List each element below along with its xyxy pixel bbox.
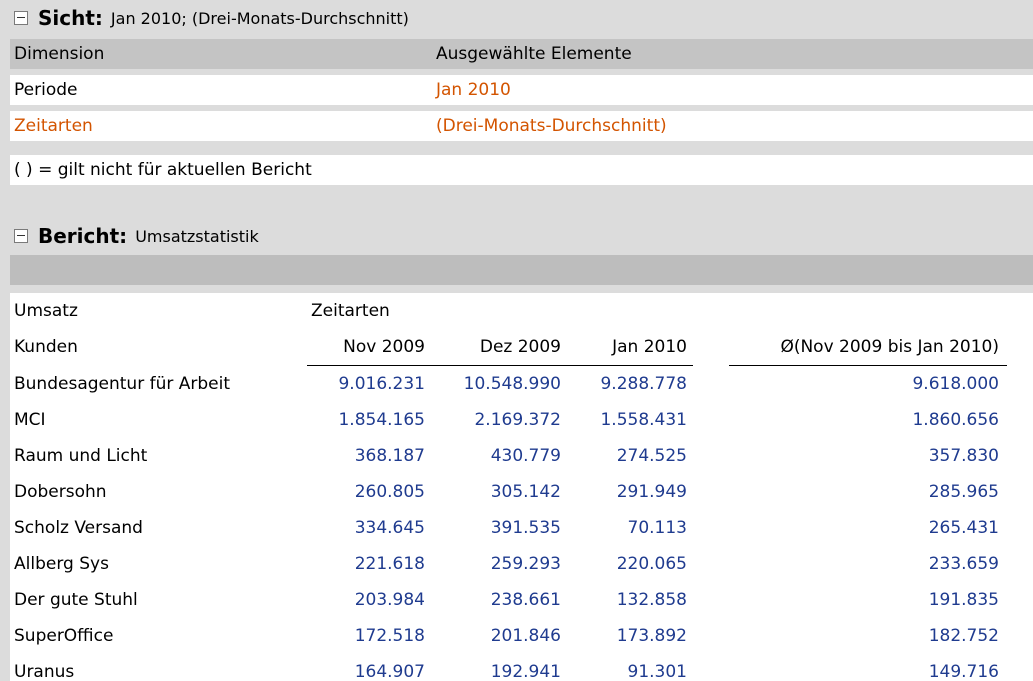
value-cell[interactable]: 259.293 bbox=[490, 554, 561, 574]
value-cell[interactable]: 70.113 bbox=[627, 518, 687, 538]
value-cell[interactable]: 91.301 bbox=[627, 662, 687, 681]
value-cell[interactable]: 164.907 bbox=[354, 662, 425, 681]
column-dimension-label: Zeitarten bbox=[311, 301, 390, 321]
header-row-2: Kunden Nov 2009 Dez 2009 Jan 2010 Ø(Nov … bbox=[10, 329, 1007, 366]
column-header[interactable]: Dez 2009 bbox=[431, 329, 567, 366]
view-section-title: Sicht: bbox=[38, 6, 103, 30]
column-header[interactable]: Nov 2009 bbox=[307, 329, 431, 366]
customer-name[interactable]: Scholz Versand bbox=[14, 518, 143, 538]
value-cell[interactable]: 260.805 bbox=[354, 482, 425, 502]
value-cell[interactable]: 285.965 bbox=[928, 482, 999, 502]
value-cell[interactable]: 9.618.000 bbox=[912, 374, 999, 394]
table-row: Uranus 164.907 192.941 91.301 149.716 bbox=[10, 654, 1007, 681]
header-row-1: Umsatz Zeitarten bbox=[10, 293, 1007, 329]
dimension-label-link[interactable]: Zeitarten bbox=[14, 116, 93, 136]
value-cell[interactable]: 391.535 bbox=[490, 518, 561, 538]
collapse-report-icon[interactable] bbox=[14, 229, 28, 243]
dimension-label: Periode bbox=[14, 80, 78, 100]
report-toolbar-bar bbox=[10, 255, 1033, 285]
value-cell[interactable]: 274.525 bbox=[616, 446, 687, 466]
value-cell[interactable]: 233.659 bbox=[928, 554, 999, 574]
legend-note: ( ) = gilt nicht für aktuellen Bericht bbox=[10, 155, 1033, 185]
value-cell[interactable]: 191.835 bbox=[928, 590, 999, 610]
value-cell[interactable]: 182.752 bbox=[928, 626, 999, 646]
customer-name[interactable]: SuperOffice bbox=[14, 626, 114, 646]
table-row: SuperOffice 172.518 201.846 173.892 182.752 bbox=[10, 618, 1007, 654]
value-cell[interactable]: 172.518 bbox=[354, 626, 425, 646]
dimension-row-periode: Periode Jan 2010 bbox=[10, 75, 1033, 105]
table-row: Allberg Sys 221.618 259.293 220.065 233.659 bbox=[10, 546, 1007, 582]
value-cell[interactable]: 265.431 bbox=[928, 518, 999, 538]
report-section-header: Bericht: Umsatzstatistik bbox=[0, 218, 1033, 254]
selected-element-link[interactable]: (Drei-Monats-Durchschnitt) bbox=[436, 116, 667, 136]
collapse-view-icon[interactable] bbox=[14, 11, 28, 25]
customer-name[interactable]: Der gute Stuhl bbox=[14, 590, 138, 610]
value-cell[interactable]: 149.716 bbox=[928, 662, 999, 681]
report-section-title: Bericht: bbox=[38, 224, 128, 248]
column-header[interactable]: Jan 2010 bbox=[567, 329, 693, 366]
value-cell[interactable]: 1.860.656 bbox=[912, 410, 999, 430]
value-cell[interactable]: 9.288.778 bbox=[600, 374, 687, 394]
value-cell[interactable]: 291.949 bbox=[616, 482, 687, 502]
value-cell[interactable]: 201.846 bbox=[490, 626, 561, 646]
value-cell[interactable]: 1.854.165 bbox=[338, 410, 425, 430]
measure-label: Umsatz bbox=[14, 301, 78, 321]
value-cell[interactable]: 220.065 bbox=[616, 554, 687, 574]
customer-name[interactable]: Dobersohn bbox=[14, 482, 107, 502]
value-cell[interactable]: 430.779 bbox=[490, 446, 561, 466]
row-dimension-label: Kunden bbox=[14, 337, 78, 358]
report-section-value: Umsatzstatistik bbox=[135, 226, 259, 246]
report-table: Umsatz Zeitarten Kunden Nov 2009 Dez 200… bbox=[10, 293, 1007, 681]
value-cell[interactable]: 2.169.372 bbox=[474, 410, 561, 430]
value-cell[interactable]: 10.548.990 bbox=[463, 374, 561, 394]
view-section-value: Jan 2010; (Drei-Monats-Durchschnitt) bbox=[110, 8, 409, 28]
table-row: Raum und Licht 368.187 430.779 274.525 357.8… bbox=[10, 438, 1007, 474]
table-row: Bundesagentur für Arbeit 9.016.231 10.548.… bbox=[10, 366, 1007, 403]
value-cell[interactable]: 203.984 bbox=[354, 590, 425, 610]
value-cell[interactable]: 238.661 bbox=[490, 590, 561, 610]
table-row: Dobersohn 260.805 305.142 291.949 285.965 bbox=[10, 474, 1007, 510]
value-cell[interactable]: 357.830 bbox=[928, 446, 999, 466]
view-section-header: Sicht: Jan 2010; (Drei-Monats-Durchschni… bbox=[0, 0, 1033, 36]
value-cell[interactable]: 334.645 bbox=[354, 518, 425, 538]
customer-name[interactable]: Bundesagentur für Arbeit bbox=[14, 373, 231, 394]
dimension-column-header: Dimension bbox=[14, 44, 105, 64]
table-row: Scholz Versand 334.645 391.535 70.113 265.43… bbox=[10, 510, 1007, 546]
customer-name[interactable]: Raum und Licht bbox=[14, 446, 148, 466]
value-cell[interactable]: 221.618 bbox=[354, 554, 425, 574]
selected-element-link[interactable]: Jan 2010 bbox=[436, 80, 511, 100]
value-cell[interactable]: 9.016.231 bbox=[338, 374, 425, 394]
customer-name[interactable]: MCI bbox=[14, 410, 46, 430]
customer-name[interactable]: Allberg Sys bbox=[14, 554, 109, 574]
selected-column-header: Ausgewählte Elemente bbox=[436, 44, 632, 64]
table-row: Der gute Stuhl 203.984 238.661 132.858 191.8… bbox=[10, 582, 1007, 618]
value-cell[interactable]: 305.142 bbox=[490, 482, 561, 502]
value-cell[interactable]: 173.892 bbox=[616, 626, 687, 646]
value-cell[interactable]: 368.187 bbox=[354, 446, 425, 466]
report-table-panel: Umsatz Zeitarten Kunden Nov 2009 Dez 200… bbox=[10, 293, 1033, 681]
dimension-table-header: Dimension Ausgewählte Elemente bbox=[10, 39, 1033, 69]
column-header-average[interactable]: Ø(Nov 2009 bis Jan 2010) bbox=[729, 329, 1007, 366]
value-cell[interactable]: 132.858 bbox=[616, 590, 687, 610]
value-cell[interactable]: 1.558.431 bbox=[600, 410, 687, 430]
value-cell[interactable]: 192.941 bbox=[490, 662, 561, 681]
dimension-row-zeitarten: Zeitarten (Drei-Monats-Durchschnitt) bbox=[10, 111, 1033, 141]
customer-name[interactable]: Uranus bbox=[14, 662, 75, 681]
table-row: MCI 1.854.165 2.169.372 1.558.431 1.860.656 bbox=[10, 402, 1007, 438]
